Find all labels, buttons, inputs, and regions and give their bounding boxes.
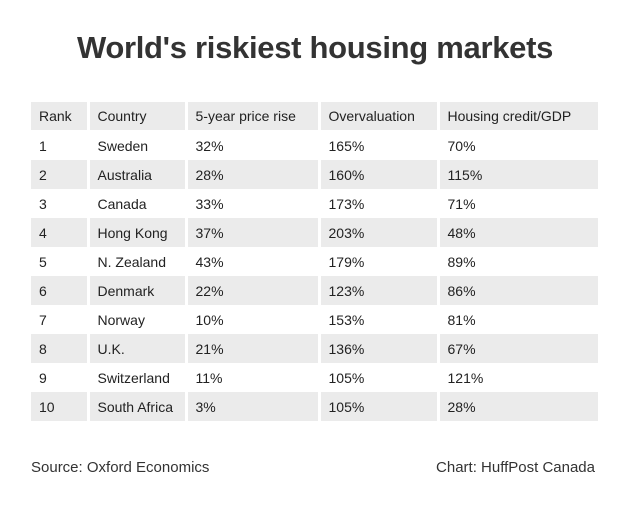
cell-overvaluation: 203% [317, 218, 438, 247]
cell-overvaluation: 160% [317, 160, 438, 189]
cell-rank: 1 [31, 131, 88, 160]
column-header-price-rise: 5-year price rise [184, 102, 319, 133]
cell-housing-credit: 48% [436, 218, 598, 247]
column-header-housing-credit: Housing credit/GDP [436, 102, 598, 133]
cell-rank: 2 [31, 160, 88, 189]
table-row: 5 N. Zealand 43% 179% 89% [31, 247, 598, 276]
column-header-country: Country [86, 102, 186, 133]
cell-rank: 3 [31, 189, 88, 218]
cell-country: N. Zealand [86, 247, 186, 276]
cell-country: Denmark [86, 276, 186, 305]
cell-overvaluation: 165% [317, 131, 438, 160]
cell-price-rise: 11% [184, 363, 319, 392]
cell-overvaluation: 173% [317, 189, 438, 218]
cell-rank: 4 [31, 218, 88, 247]
cell-overvaluation: 105% [317, 392, 438, 421]
cell-country: Sweden [86, 131, 186, 160]
cell-price-rise: 3% [184, 392, 319, 421]
cell-country: Norway [86, 305, 186, 334]
cell-rank: 5 [31, 247, 88, 276]
cell-country: Canada [86, 189, 186, 218]
cell-price-rise: 33% [184, 189, 319, 218]
cell-price-rise: 21% [184, 334, 319, 363]
cell-overvaluation: 105% [317, 363, 438, 392]
cell-housing-credit: 86% [436, 276, 598, 305]
cell-housing-credit: 71% [436, 189, 598, 218]
column-header-rank: Rank [31, 102, 88, 133]
cell-price-rise: 37% [184, 218, 319, 247]
cell-overvaluation: 179% [317, 247, 438, 276]
table-row: 7 Norway 10% 153% 81% [31, 305, 598, 334]
cell-rank: 9 [31, 363, 88, 392]
cell-price-rise: 43% [184, 247, 319, 276]
cell-rank: 10 [31, 392, 88, 421]
data-table: Rank Country 5-year price rise Overvalua… [31, 102, 598, 421]
cell-housing-credit: 70% [436, 131, 598, 160]
table-row: 1 Sweden 32% 165% 70% [31, 131, 598, 160]
cell-overvaluation: 153% [317, 305, 438, 334]
cell-overvaluation: 136% [317, 334, 438, 363]
cell-price-rise: 28% [184, 160, 319, 189]
cell-country: Switzerland [86, 363, 186, 392]
cell-housing-credit: 115% [436, 160, 598, 189]
cell-country: South Africa [86, 392, 186, 421]
table-row: 6 Denmark 22% 123% 86% [31, 276, 598, 305]
table-row: 3 Canada 33% 173% 71% [31, 189, 598, 218]
cell-country: Hong Kong [86, 218, 186, 247]
table-header-row: Rank Country 5-year price rise Overvalua… [31, 102, 598, 133]
cell-rank: 6 [31, 276, 88, 305]
chart-credit: Chart: HuffPost Canada [436, 459, 595, 476]
table-row: 10 South Africa 3% 105% 28% [31, 392, 598, 421]
cell-overvaluation: 123% [317, 276, 438, 305]
cell-housing-credit: 28% [436, 392, 598, 421]
cell-housing-credit: 121% [436, 363, 598, 392]
column-header-overvaluation: Overvaluation [317, 102, 438, 133]
cell-housing-credit: 81% [436, 305, 598, 334]
cell-price-rise: 10% [184, 305, 319, 334]
cell-housing-credit: 89% [436, 247, 598, 276]
cell-country: U.K. [86, 334, 186, 363]
source-note: Source: Oxford Economics [31, 459, 210, 476]
cell-rank: 7 [31, 305, 88, 334]
table-body: 1 Sweden 32% 165% 70% 2 Australia 28% 160% 115% 3 C… [31, 131, 598, 421]
cell-country: Australia [86, 160, 186, 189]
table-row: 9 Switzerland 11% 105% 121% [31, 363, 598, 392]
table-row: 4 Hong Kong 37% 203% 48% [31, 218, 598, 247]
chart-title: World's riskiest housing markets [76, 30, 554, 65]
cell-price-rise: 22% [184, 276, 319, 305]
cell-rank: 8 [31, 334, 88, 363]
cell-price-rise: 32% [184, 131, 319, 160]
cell-housing-credit: 67% [436, 334, 598, 363]
table-row: 8 U.K. 21% 136% 67% [31, 334, 598, 363]
table-row: 2 Australia 28% 160% 115% [31, 160, 598, 189]
